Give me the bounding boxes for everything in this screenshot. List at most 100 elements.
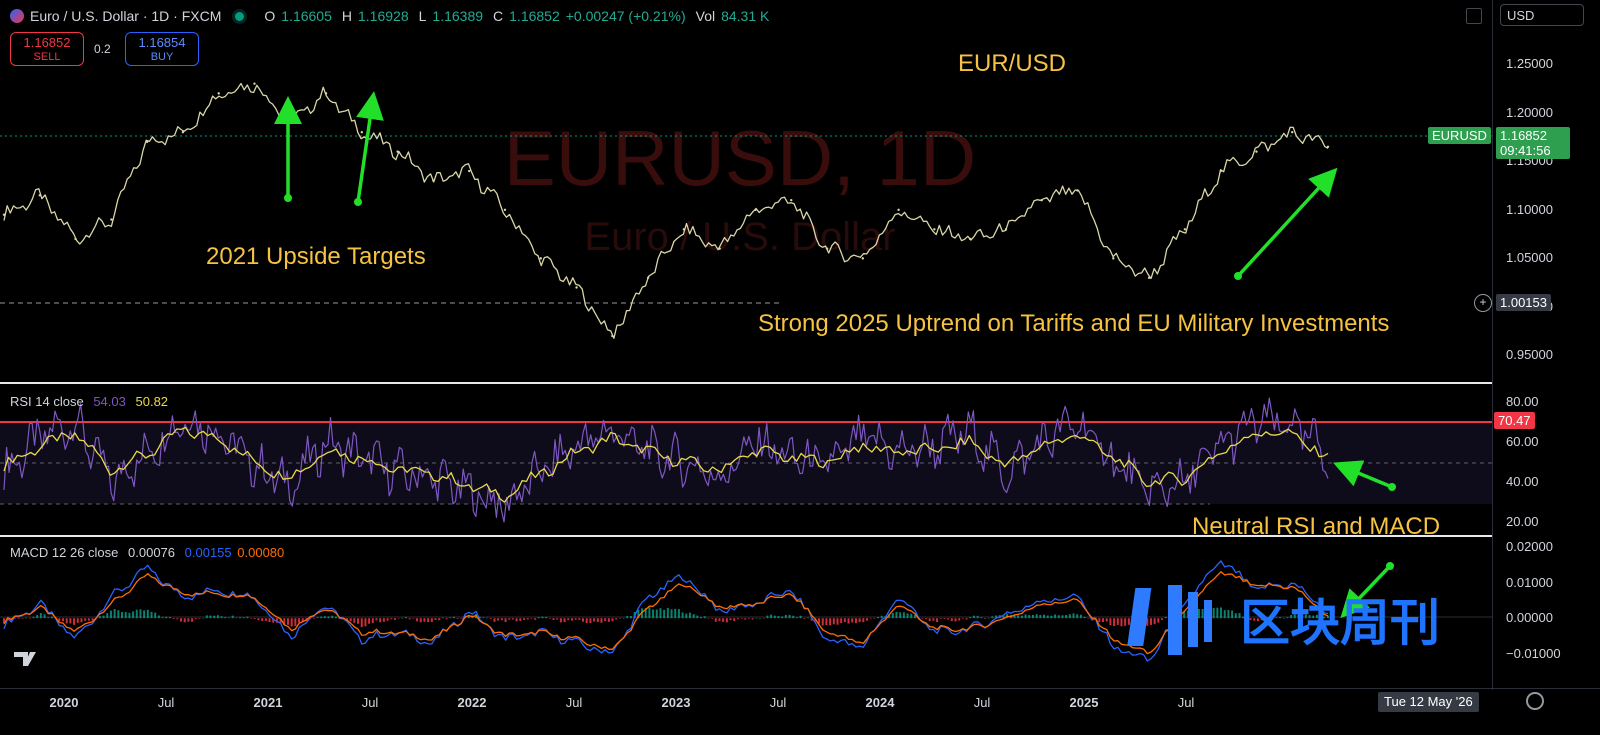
rsi-value: 54.03: [93, 394, 126, 409]
macd-histogram-bar: [168, 617, 171, 619]
macd-histogram-bar: [386, 618, 389, 621]
macd-histogram-bar: [216, 615, 219, 619]
macd-histogram-bar: [913, 614, 916, 619]
macd-histogram-bar: [1212, 608, 1215, 619]
macd-histogram-bar: [1216, 607, 1219, 619]
macd-histogram-bar: [1323, 616, 1326, 619]
macd-histogram-bar: [124, 612, 127, 619]
macd-histogram-bar: [456, 618, 459, 619]
macd-histogram-bar: [438, 618, 441, 621]
macd-histogram-bar: [1197, 608, 1200, 619]
price-point: [1112, 257, 1115, 260]
price-point: [825, 247, 829, 250]
macd-histogram-bar: [316, 617, 319, 619]
macd-histogram-bar: [1105, 618, 1108, 622]
macd-histogram-bar: [180, 618, 183, 622]
macd-histogram-bar: [213, 615, 216, 619]
macd-histogram-bar: [818, 618, 821, 624]
macd-histogram-bar: [1275, 617, 1278, 619]
price-point: [611, 334, 614, 338]
maximize-icon[interactable]: [1466, 8, 1482, 24]
macd-histogram-bar: [1264, 618, 1267, 621]
macd-histogram-bar: [1020, 615, 1023, 619]
macd-histogram-bar: [312, 618, 315, 619]
macd-histogram-bar: [279, 618, 282, 623]
macd-histogram-bar: [762, 618, 765, 619]
macd-histogram-bar: [198, 618, 201, 619]
time-tick-label: Jul: [565, 695, 583, 710]
macd-histogram-bar: [323, 616, 326, 619]
sell-price: 1.16852: [23, 35, 71, 50]
macd-histogram-bar: [681, 612, 684, 619]
macd-histogram-bar: [799, 615, 802, 619]
rsi-legend[interactable]: RSI 14 close 54.03 50.82: [10, 394, 168, 409]
macd-histogram-bar: [161, 617, 164, 619]
macd-histogram-bar: [301, 618, 304, 622]
macd-histogram-bar: [1161, 618, 1164, 620]
settings-gear-icon[interactable]: [1526, 692, 1544, 710]
macd-histogram-bar: [150, 611, 153, 619]
macd-histogram-bar: [58, 618, 61, 622]
macd-histogram-bar: [703, 616, 706, 619]
macd-histogram-bar: [283, 618, 286, 625]
symbol-title[interactable]: Euro / U.S. Dollar · 1D · FXCM: [30, 8, 222, 24]
add-alert-icon[interactable]: +: [1474, 294, 1492, 312]
macd-histogram-bar: [21, 618, 24, 619]
macd-histogram-bar: [28, 618, 31, 619]
macd-histogram-bar: [253, 618, 256, 619]
rsi-pill: 70.47: [1494, 412, 1535, 429]
price-point: [1219, 169, 1222, 173]
macd-histogram-bar: [1279, 617, 1282, 619]
price-tick-label: 1.05000: [1506, 250, 1553, 266]
macd-histogram-bar: [880, 615, 883, 619]
currency-select[interactable]: USD: [1500, 4, 1584, 26]
price-point: [1076, 189, 1079, 192]
time-tick-label: 2025: [1069, 695, 1099, 710]
macd-histogram-bar: [781, 616, 784, 619]
pane-separator-rsi[interactable]: [0, 382, 1492, 384]
macd-histogram-bar: [821, 618, 824, 626]
macd-histogram-bar: [869, 618, 872, 619]
macd-histogram-bar: [925, 618, 928, 620]
macd-histogram-bar: [725, 618, 728, 623]
macd-histogram-bar: [128, 612, 131, 619]
macd-histogram-bar: [1098, 618, 1101, 623]
macd-histogram-bar: [711, 618, 714, 619]
buy-button[interactable]: 1.16854 BUY: [125, 32, 199, 66]
low-label: L: [418, 8, 427, 24]
pane-separator-macd[interactable]: [0, 535, 1492, 537]
macd-histogram-bar: [1072, 613, 1075, 619]
macd-histogram-bar: [677, 609, 680, 619]
price-point: [217, 92, 220, 95]
macd-histogram-bar: [1124, 618, 1127, 626]
macd-histogram-bar: [622, 618, 625, 619]
macd-histogram-bar: [1304, 614, 1307, 619]
time-tick-label: Jul: [361, 695, 379, 710]
macd-histogram-bar: [39, 613, 42, 619]
macd-histogram-bar: [408, 618, 411, 620]
macd-legend[interactable]: MACD 12 26 close 0.00076 0.00155 0.00080: [10, 545, 284, 560]
macd-histogram-bar: [202, 617, 205, 619]
macd-histogram-bar: [1002, 614, 1005, 619]
macd-histogram-bar: [375, 618, 378, 621]
macd-histogram-bar: [25, 617, 28, 619]
price-point: [38, 194, 41, 197]
macd-histogram-bar: [1127, 618, 1130, 625]
macd-histogram-bar: [139, 609, 142, 619]
macd-histogram-bar: [1079, 614, 1082, 619]
macd-histogram-bar: [1109, 618, 1112, 626]
macd-histogram-bar: [434, 618, 437, 620]
macd-histogram-bar: [294, 618, 297, 626]
macd-histogram-bar: [803, 618, 806, 619]
macd-histogram-bar: [73, 618, 76, 625]
price-point: [74, 237, 77, 241]
macd-histogram-bar: [489, 618, 492, 620]
macd-histogram-bar: [135, 609, 138, 619]
macd-histogram-bar: [493, 618, 496, 622]
macd-histogram-bar: [1039, 614, 1042, 619]
macd-histogram-bar: [47, 617, 50, 619]
macd-histogram-bar: [585, 618, 588, 623]
sell-button[interactable]: 1.16852 SELL: [10, 32, 84, 66]
macd-histogram-bar: [235, 617, 238, 619]
